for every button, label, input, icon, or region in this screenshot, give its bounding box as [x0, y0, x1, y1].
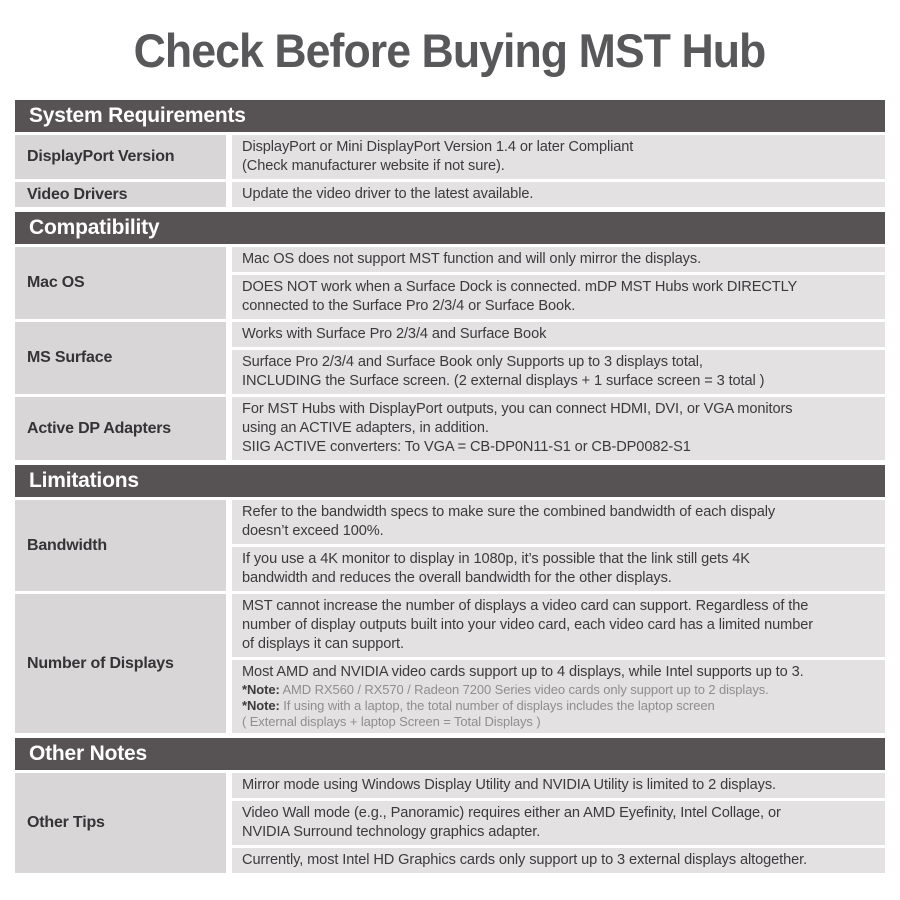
value-column: DisplayPort or Mini DisplayPort Version …: [232, 135, 885, 179]
title-bar: Check Before Buying MST Hub: [0, 0, 900, 100]
value-cell: For MST Hubs with DisplayPort outputs, y…: [232, 397, 885, 460]
section-header: Compatibility: [15, 212, 885, 244]
note-prefix: *Note:: [242, 682, 280, 697]
value-column: Update the video driver to the latest av…: [232, 182, 885, 207]
value-cell: Surface Pro 2/3/4 and Surface Book only …: [232, 350, 885, 394]
table-row: Video Drivers Update the video driver to …: [15, 182, 885, 207]
note-line: *Note: AMD RX560 / RX570 / Radeon 7200 S…: [242, 682, 769, 697]
row-label: DisplayPort Version: [15, 135, 226, 179]
value-column: MST cannot increase the number of displa…: [232, 594, 885, 733]
value-cell: Refer to the bandwidth specs to make sur…: [232, 500, 885, 544]
row-label: Video Drivers: [15, 182, 226, 207]
section-header-label: Compatibility: [29, 216, 160, 239]
text-line: DisplayPort or Mini DisplayPort Version …: [242, 139, 634, 155]
text-line: (Check manufacturer website if not sure)…: [242, 158, 505, 174]
value-cell: DOES NOT work when a Surface Dock is con…: [232, 275, 885, 319]
text-line: NVIDIA Surround technology graphics adap…: [242, 824, 541, 840]
spec-table: System Requirements DisplayPort Version Di…: [15, 100, 885, 873]
value-cell: DisplayPort or Mini DisplayPort Version …: [232, 135, 885, 179]
section-header: System Requirements: [15, 100, 885, 132]
text-line: connected to the Surface Pro 2/3/4 or Su…: [242, 298, 576, 314]
value-cell: Currently, most Intel HD Graphics cards …: [232, 848, 885, 873]
row-label: Number of Displays: [15, 594, 226, 733]
text-line: INCLUDING the Surface screen. (2 externa…: [242, 373, 765, 389]
table-row: MS Surface Works with Surface Pro 2/3/4 a…: [15, 322, 885, 394]
row-label: MS Surface: [15, 322, 226, 394]
table-row: Other Tips Mirror mode using Windows Disp…: [15, 773, 885, 873]
row-label: Other Tips: [15, 773, 226, 873]
value-column: For MST Hubs with DisplayPort outputs, y…: [232, 397, 885, 460]
text-line: Refer to the bandwidth specs to make sur…: [242, 504, 776, 520]
section: Compatibility Mac OS Mac OS does not suppo…: [15, 212, 885, 460]
text-line: Update the video driver to the latest av…: [242, 186, 534, 202]
text-line: Surface Pro 2/3/4 and Surface Book only …: [242, 354, 703, 370]
value-cell: Video Wall mode (e.g., Panoramic) requir…: [232, 801, 885, 845]
section-header-label: Other Notes: [29, 742, 147, 765]
table-row: Number of Displays MST cannot increase th…: [15, 594, 885, 733]
section: Other Notes Other Tips Mirror mode using W…: [15, 738, 885, 873]
page-title: Check Before Buying MST Hub: [134, 23, 767, 77]
value-cell: Most AMD and NVIDIA video cards support …: [232, 660, 885, 733]
section: Limitations Bandwidth Refer to the bandwid…: [15, 465, 885, 733]
value-cell: MST cannot increase the number of displa…: [232, 594, 885, 657]
text-line: If you use a 4K monitor to display in 10…: [242, 551, 750, 567]
table-row: DisplayPort Version DisplayPort or Mini D…: [15, 135, 885, 179]
text-line: Video Wall mode (e.g., Panoramic) requir…: [242, 805, 781, 821]
text-line: DOES NOT work when a Surface Dock is con…: [242, 279, 798, 295]
text-line: bandwidth and reduces the overall bandwi…: [242, 570, 672, 586]
text-line: Most AMD and NVIDIA video cards support …: [242, 664, 804, 680]
text-line: MST cannot increase the number of displa…: [242, 598, 809, 614]
value-cell: Works with Surface Pro 2/3/4 and Surface…: [232, 322, 885, 347]
text-line: SIIG ACTIVE converters: To VGA = CB-DP0N…: [242, 439, 691, 455]
section-header-label: Limitations: [29, 469, 139, 492]
row-label: Mac OS: [15, 247, 226, 319]
row-label: Active DP Adapters: [15, 397, 226, 460]
text-line: Currently, most Intel HD Graphics cards …: [242, 852, 808, 868]
text-line: number of display outputs built into you…: [242, 617, 814, 633]
value-cell: Update the video driver to the latest av…: [232, 182, 885, 207]
text-line: Mac OS does not support MST function and…: [242, 251, 702, 267]
row-label: Bandwidth: [15, 500, 226, 591]
value-cell: Mirror mode using Windows Display Utilit…: [232, 773, 885, 798]
text-line: of displays it can support.: [242, 636, 404, 652]
value-column: Works with Surface Pro 2/3/4 and Surface…: [232, 322, 885, 394]
text-line: Works with Surface Pro 2/3/4 and Surface…: [242, 326, 547, 342]
value-column: Refer to the bandwidth specs to make sur…: [232, 500, 885, 591]
value-column: Mac OS does not support MST function and…: [232, 247, 885, 319]
value-cell: Mac OS does not support MST function and…: [232, 247, 885, 272]
value-cell: If you use a 4K monitor to display in 10…: [232, 547, 885, 591]
section-header: Other Notes: [15, 738, 885, 770]
note-prefix: *Note:: [242, 698, 280, 713]
text-line: For MST Hubs with DisplayPort outputs, y…: [242, 401, 793, 417]
table-row: Mac OS Mac OS does not support MST functi…: [15, 247, 885, 319]
note-line: ( External displays + laptop Screen = To…: [242, 714, 541, 729]
table-row: Active DP Adapters For MST Hubs with Disp…: [15, 397, 885, 460]
table-row: Bandwidth Refer to the bandwidth specs to…: [15, 500, 885, 591]
section-header-label: System Requirements: [29, 104, 246, 127]
text-line: Mirror mode using Windows Display Utilit…: [242, 777, 776, 793]
text-line: doesn’t exceed 100%.: [242, 523, 384, 539]
section: System Requirements DisplayPort Version Di…: [15, 100, 885, 207]
value-column: Mirror mode using Windows Display Utilit…: [232, 773, 885, 873]
note-line: *Note: If using with a laptop, the total…: [242, 698, 715, 713]
section-header: Limitations: [15, 465, 885, 497]
text-line: using an ACTIVE adapters, in addition.: [242, 420, 489, 436]
